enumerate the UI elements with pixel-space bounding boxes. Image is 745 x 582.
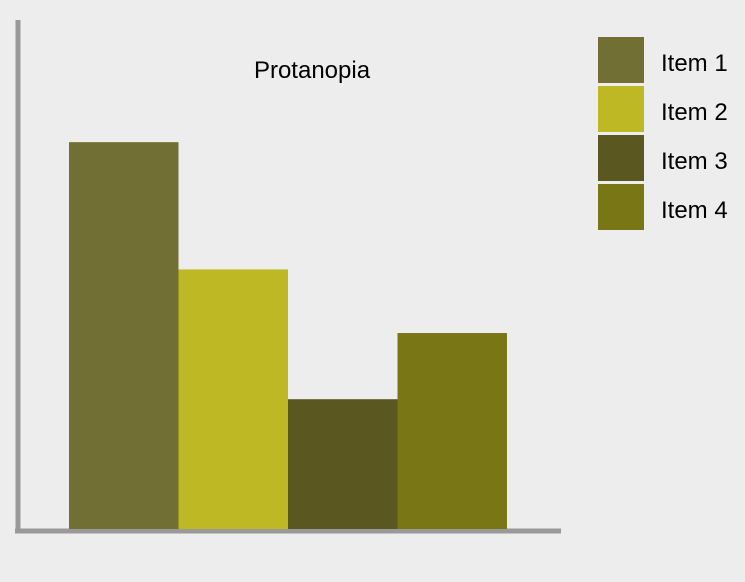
legend-swatch-item-1 xyxy=(598,37,644,83)
legend: Item 1 Item 2 Item 3 Item 4 xyxy=(598,37,728,230)
bar-item-4 xyxy=(397,333,507,529)
chart-title: Protanopia xyxy=(254,57,371,84)
legend-swatch-item-2 xyxy=(598,86,644,132)
bar-item-3 xyxy=(288,399,398,529)
legend-swatch-item-3 xyxy=(598,135,644,181)
legend-label-item-1: Item 1 xyxy=(661,50,728,77)
legend-label-item-3: Item 3 xyxy=(661,148,728,175)
bar-item-1 xyxy=(69,142,179,529)
legend-swatch-item-4 xyxy=(598,184,644,230)
bar-item-2 xyxy=(178,269,288,529)
bar-group xyxy=(69,142,507,529)
legend-label-item-2: Item 2 xyxy=(661,99,728,126)
legend-label-item-4: Item 4 xyxy=(661,197,728,224)
